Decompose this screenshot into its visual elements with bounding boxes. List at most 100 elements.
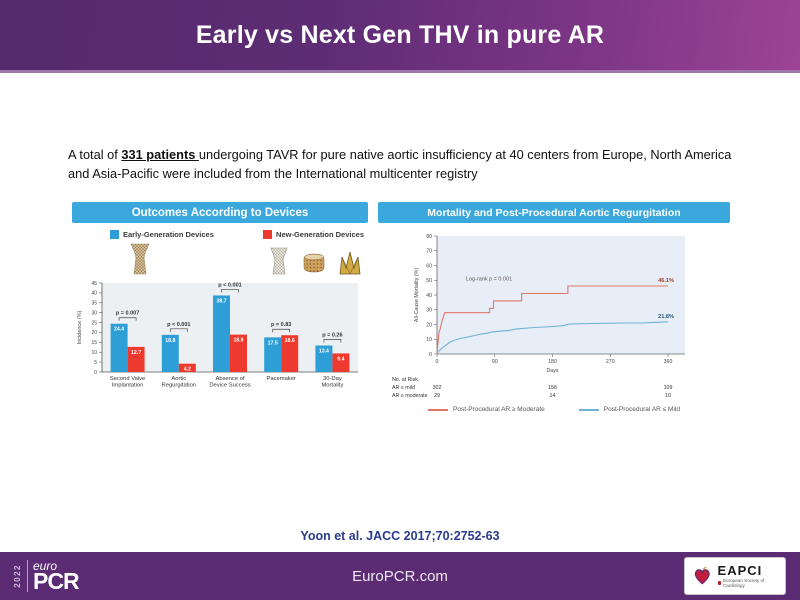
svg-text:70: 70 xyxy=(426,249,432,255)
legend-item-new-gen: New-Generation Devices xyxy=(263,230,364,239)
svg-text:Mortality: Mortality xyxy=(321,383,343,389)
early-gen-valve-device-icon xyxy=(130,243,150,275)
new-gen-valve-device-1-icon xyxy=(270,247,288,275)
svg-text:40: 40 xyxy=(91,291,97,297)
svg-text:5: 5 xyxy=(94,360,97,366)
svg-text:60: 60 xyxy=(426,263,432,269)
svg-text:10: 10 xyxy=(91,350,97,356)
km-legend: Post-Procedural AR ≥ Moderate Post-Proce… xyxy=(378,406,730,413)
svg-text:0: 0 xyxy=(429,352,432,358)
svg-text:360: 360 xyxy=(664,359,673,365)
legend-item-ar-mild: Post-Procedural AR ≤ Mild xyxy=(578,406,680,413)
svg-text:80: 80 xyxy=(426,234,432,240)
europcr-logo: 2022 euro PCR xyxy=(13,559,80,595)
new-gen-swatch-icon xyxy=(263,230,273,239)
esc-logo-icon xyxy=(717,581,721,585)
svg-text:AR ≤ mild: AR ≤ mild xyxy=(392,385,415,391)
svg-text:40: 40 xyxy=(426,293,432,299)
svg-text:Regurgitation: Regurgitation xyxy=(162,383,196,389)
svg-text:p < 0.001: p < 0.001 xyxy=(218,282,241,288)
early-gen-label: Early-Generation Devices xyxy=(123,230,214,239)
device-images xyxy=(72,241,368,275)
svg-text:13.4: 13.4 xyxy=(319,348,329,354)
ar-moderate-label: Post-Procedural AR ≥ Moderate xyxy=(453,406,545,413)
svg-text:Pacemaker: Pacemaker xyxy=(267,376,296,382)
svg-text:17.5: 17.5 xyxy=(268,340,278,346)
svg-text:Implantation: Implantation xyxy=(112,383,144,389)
legend-item-ar-moderate: Post-Procedural AR ≥ Moderate xyxy=(428,406,545,413)
svg-text:45: 45 xyxy=(91,281,97,287)
bar-chart-legend: Early-Generation Devices New-Generation … xyxy=(72,229,368,240)
km-mortality-chart: 0 10 20 30 40 50 60 70 80 0 90 180 270 360 All-Cause M… xyxy=(392,234,685,399)
svg-text:Days: Days xyxy=(546,368,558,374)
intro-text: A total of 331 patients undergoing TAVR … xyxy=(68,146,746,183)
legend-item-early-gen: Early-Generation Devices xyxy=(110,230,214,239)
svg-text:No. at Risk: No. at Risk xyxy=(392,377,418,383)
mortality-panel-title: Mortality and Post-Procedural Aortic Reg… xyxy=(427,206,681,219)
svg-text:25: 25 xyxy=(91,320,97,326)
outcomes-panel-title: Outcomes According to Devices xyxy=(131,206,309,219)
mortality-panel-header: Mortality and Post-Procedural Aortic Reg… xyxy=(378,202,730,223)
svg-text:109: 109 xyxy=(664,385,673,391)
svg-text:30: 30 xyxy=(91,310,97,316)
svg-text:18.6: 18.6 xyxy=(285,338,295,344)
svg-text:35: 35 xyxy=(91,301,97,307)
logo-pcr: PCR xyxy=(33,568,80,595)
intro-prefix: A total of xyxy=(68,147,122,162)
svg-text:29: 29 xyxy=(434,393,440,399)
footer: 2022 euro PCR EuroPCR.com EAPCI European… xyxy=(0,552,800,600)
svg-text:0: 0 xyxy=(94,370,97,376)
intro-suffix: undergoing TAVR for pure native aortic i… xyxy=(68,147,732,181)
svg-text:30-Day: 30-Day xyxy=(323,376,342,382)
svg-text:p < 0.001: p < 0.001 xyxy=(167,322,190,328)
new-gen-label: New-Generation Devices xyxy=(276,230,364,239)
svg-text:15: 15 xyxy=(91,340,97,346)
logo-divider xyxy=(27,560,28,592)
svg-text:18.8: 18.8 xyxy=(165,338,175,344)
svg-text:p = 0.83: p = 0.83 xyxy=(271,322,291,328)
svg-text:Aortic: Aortic xyxy=(171,376,186,382)
outcomes-panel: Outcomes According to Devices Early-Gene… xyxy=(72,202,368,391)
blue-line-swatch-icon xyxy=(578,408,599,411)
svg-text:Log-rank p = 0.001: Log-rank p = 0.001 xyxy=(466,276,512,282)
eapci-heart-icon xyxy=(694,566,710,585)
logo-text: euro PCR xyxy=(33,559,80,595)
svg-text:46.1%: 46.1% xyxy=(658,278,674,284)
svg-text:20: 20 xyxy=(91,330,97,336)
svg-text:302: 302 xyxy=(433,385,442,391)
logo-euro: euro xyxy=(33,559,58,574)
outcomes-panel-header: Outcomes According to Devices xyxy=(72,202,368,223)
svg-text:14: 14 xyxy=(550,393,556,399)
eapci-text: EAPCI European Society of Cardiology xyxy=(717,563,778,588)
svg-text:50: 50 xyxy=(426,278,432,284)
svg-text:AR ≥ moderate: AR ≥ moderate xyxy=(392,393,428,399)
red-line-swatch-icon xyxy=(428,408,449,411)
outcomes-bar-chart: 0 5 10 15 20 25 30 35 40 45 Incidence (%) 24.4 12.7 p… xyxy=(77,281,358,389)
svg-text:4.2: 4.2 xyxy=(184,367,191,373)
svg-text:p = 0.007: p = 0.007 xyxy=(116,311,139,317)
svg-text:18.9: 18.9 xyxy=(233,338,243,344)
citation: Yoon et al. JACC 2017;70:2752-63 xyxy=(300,529,500,543)
svg-text:21.8%: 21.8% xyxy=(658,314,674,320)
logo-year: 2022 xyxy=(13,564,22,588)
svg-text:38.7: 38.7 xyxy=(216,298,226,304)
new-gen-devices-group xyxy=(268,247,362,275)
svg-text:20: 20 xyxy=(426,322,432,328)
svg-text:Second Valve: Second Valve xyxy=(110,376,145,382)
svg-text:30: 30 xyxy=(426,308,432,314)
svg-text:9.4: 9.4 xyxy=(337,356,344,362)
svg-text:180: 180 xyxy=(548,359,557,365)
eapci-logo: EAPCI European Society of Cardiology xyxy=(684,557,786,595)
slide-title: Early vs Next Gen THV in pure AR xyxy=(195,20,605,49)
eapci-name: EAPCI xyxy=(717,563,763,578)
title-banner: Early vs Next Gen THV in pure AR xyxy=(0,0,800,73)
svg-text:10: 10 xyxy=(665,393,671,399)
svg-text:10: 10 xyxy=(426,337,432,343)
ar-mild-label: Post-Procedural AR ≤ Mild xyxy=(603,406,680,413)
svg-text:Incidence (%): Incidence (%) xyxy=(77,311,83,345)
footer-url: EuroPCR.com xyxy=(352,567,448,585)
eapci-subtitle: European Society of Cardiology xyxy=(717,578,778,588)
svg-text:24.4: 24.4 xyxy=(114,327,124,333)
new-gen-valve-device-3-icon xyxy=(339,251,361,275)
